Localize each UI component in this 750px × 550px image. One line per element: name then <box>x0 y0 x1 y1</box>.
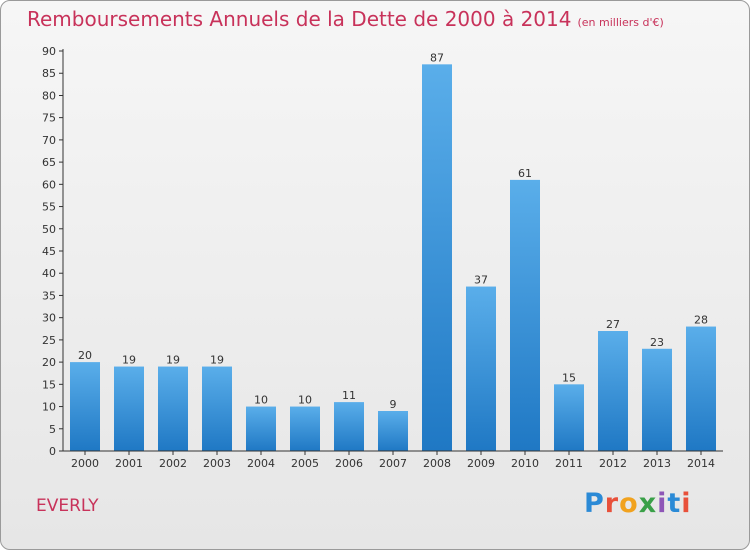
value-label-2005: 10 <box>298 394 312 407</box>
value-label-2001: 19 <box>122 354 136 367</box>
bar-2005 <box>290 406 320 451</box>
y-tick-label: 80 <box>42 89 56 102</box>
value-label-2009: 37 <box>474 274 488 287</box>
bar-2012 <box>598 331 628 451</box>
y-tick-label: 20 <box>42 356 56 369</box>
y-tick-label: 5 <box>49 423 56 436</box>
y-tick-label: 15 <box>42 378 56 391</box>
y-tick-label: 25 <box>42 334 56 347</box>
x-tick-label-2004: 2004 <box>247 457 275 470</box>
y-tick-label: 60 <box>42 178 56 191</box>
bar-2008 <box>422 64 452 452</box>
value-label-2008: 87 <box>430 51 444 64</box>
y-tick-label: 0 <box>49 445 56 458</box>
logo-letter: i <box>681 488 692 519</box>
bar-2004 <box>246 406 276 451</box>
value-label-2000: 20 <box>78 349 92 362</box>
y-tick-label: 90 <box>42 45 56 58</box>
logo-letter: o <box>619 488 639 519</box>
value-label-2002: 19 <box>166 354 180 367</box>
value-labels: 20 19 19 19 10 10 11 9 87 37 61 15 27 23 28 <box>78 51 708 411</box>
x-tick-label-2011: 2011 <box>555 457 583 470</box>
proxiti-logo: Proxiti <box>584 488 692 519</box>
bar-2009 <box>466 286 496 451</box>
commune-name: EVERLY <box>36 496 99 516</box>
bar-2013 <box>642 348 672 451</box>
y-tick-label: 55 <box>42 201 56 214</box>
x-tick-label-2000: 2000 <box>71 457 99 470</box>
y-tick-label: 10 <box>42 401 56 414</box>
x-tick-label-2002: 2002 <box>159 457 187 470</box>
bar-2010 <box>510 179 540 451</box>
bar-2003 <box>202 366 232 451</box>
value-label-2004: 10 <box>254 394 268 407</box>
value-label-2014: 28 <box>694 314 708 327</box>
logo-letter: i <box>657 488 668 519</box>
x-tick-label-2003: 2003 <box>203 457 231 470</box>
value-label-2013: 23 <box>650 336 664 349</box>
logo-letter: x <box>638 488 658 519</box>
x-tick-label-2008: 2008 <box>423 457 451 470</box>
x-axis-ticks: 2000 2001 2002 2003 2004 2005 2006 2007 2008 2009… <box>71 451 715 470</box>
y-tick-label: 40 <box>42 267 56 280</box>
x-tick-label-2013: 2013 <box>643 457 671 470</box>
y-tick-label: 30 <box>42 312 56 325</box>
value-label-2010: 61 <box>518 167 532 180</box>
chart-unit-note: (en milliers d'€) <box>577 16 664 29</box>
x-tick-label-2010: 2010 <box>511 457 539 470</box>
x-tick-label-2001: 2001 <box>115 457 143 470</box>
bar-2000 <box>70 362 100 451</box>
value-label-2006: 11 <box>342 389 356 402</box>
y-tick-label: 35 <box>42 289 56 302</box>
bar-2006 <box>334 402 364 451</box>
y-tick-label: 50 <box>42 223 56 236</box>
y-tick-label: 65 <box>42 156 56 169</box>
x-tick-label-2012: 2012 <box>599 457 627 470</box>
value-label-2012: 27 <box>606 318 620 331</box>
y-tick-label: 70 <box>42 134 56 147</box>
bar-2011 <box>554 384 584 451</box>
bar-2002 <box>158 366 188 451</box>
x-tick-label-2006: 2006 <box>335 457 363 470</box>
value-label-2003: 19 <box>210 354 224 367</box>
bar-2014 <box>686 326 716 451</box>
x-tick-label-2007: 2007 <box>379 457 407 470</box>
logo-letter: t <box>667 488 682 519</box>
logo-letter: P <box>584 488 605 519</box>
x-tick-label-2014: 2014 <box>687 457 715 470</box>
value-label-2007: 9 <box>390 398 397 411</box>
x-tick-label-2009: 2009 <box>467 457 495 470</box>
x-tick-label-2005: 2005 <box>291 457 319 470</box>
y-tick-label: 75 <box>42 112 56 125</box>
chart-title-text: Remboursements Annuels de la Dette de 20… <box>27 7 572 31</box>
y-tick-label: 85 <box>42 67 56 80</box>
y-axis-ticks: 0 5 10 15 20 25 30 35 40 45 50 55 60 65 70 75 80 85 90 <box>42 45 63 458</box>
y-tick-label: 45 <box>42 245 56 258</box>
value-label-2011: 15 <box>562 371 576 384</box>
chart-title: Remboursements Annuels de la Dette de 20… <box>27 7 664 31</box>
bar-2007 <box>378 411 408 451</box>
bars <box>70 64 716 452</box>
bar-2001 <box>114 366 144 451</box>
logo-letter: r <box>604 488 620 519</box>
